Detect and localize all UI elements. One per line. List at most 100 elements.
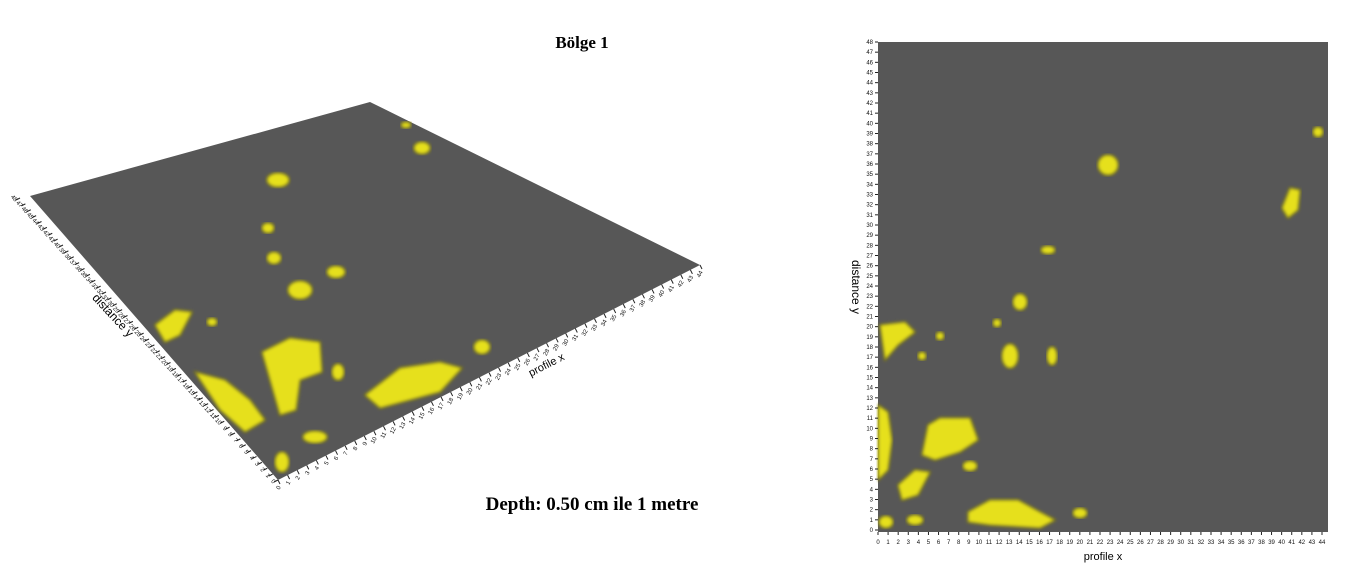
y-tick-label: 27 <box>122 318 131 327</box>
x-tick-label: 30 <box>562 338 571 347</box>
x-tick-label: 29 <box>552 343 561 352</box>
y-tick <box>193 391 198 395</box>
x-tick-label: 14 <box>409 416 418 425</box>
anomaly <box>921 417 979 461</box>
x-tick <box>354 440 358 446</box>
y-tick-label: 3 <box>870 498 874 504</box>
y-tick-label: 35 <box>79 271 88 280</box>
x-tick <box>478 377 482 382</box>
x-tick <box>594 318 597 323</box>
x-tick <box>689 269 693 275</box>
y-tick-label: 23 <box>866 294 873 300</box>
y-tick-label: 34 <box>84 277 93 286</box>
anomaly <box>897 469 932 501</box>
y-tick <box>139 332 144 336</box>
x-tick-label: 13 <box>1006 540 1013 546</box>
y-tick-label: 0 <box>870 528 874 534</box>
y-tick <box>69 256 74 260</box>
y-tick-label: 1 <box>264 473 271 480</box>
x-tick <box>373 430 377 436</box>
right-x-label: profile x <box>1084 551 1123 563</box>
anomaly <box>473 339 491 355</box>
title: Bölge 1 <box>555 33 608 52</box>
x-tick <box>536 347 540 353</box>
x-tick-label: 18 <box>1056 540 1063 546</box>
x-tick <box>440 396 444 402</box>
y-tick-label: 32 <box>95 288 104 297</box>
anomaly <box>302 430 328 444</box>
x-tick-label: 1 <box>285 480 292 486</box>
y-tick-label: 39 <box>57 247 66 256</box>
x-tick-label: 5 <box>324 460 331 466</box>
x-tick-label: 42 <box>677 279 686 288</box>
y-tick <box>263 467 268 471</box>
y-tick <box>91 279 96 283</box>
y-tick-label: 48 <box>9 194 18 203</box>
x-tick-label: 44 <box>1319 540 1326 546</box>
anomaly <box>154 309 194 343</box>
x-tick <box>315 460 319 465</box>
x-tick-label: 31 <box>1187 540 1194 546</box>
y-tick-label: 31 <box>100 294 109 303</box>
y-tick <box>112 303 117 307</box>
y-tick-label: 28 <box>116 312 125 321</box>
x-tick-label: 33 <box>591 323 600 332</box>
y-tick <box>26 209 31 213</box>
y-tick-label: 41 <box>866 111 873 117</box>
anomaly <box>331 363 345 381</box>
x-tick-label: 40 <box>658 289 667 298</box>
y-tick-label: 43 <box>866 91 873 97</box>
x-tick-label: 23 <box>1107 540 1114 546</box>
anomaly <box>1072 507 1088 519</box>
y-tick-label: 22 <box>149 347 158 356</box>
x-tick <box>661 284 665 289</box>
y-tick <box>209 409 214 412</box>
y-tick-label: 5 <box>242 449 249 456</box>
y-tick <box>15 197 21 201</box>
y-tick-label: 33 <box>90 283 99 292</box>
x-tick-label: 35 <box>1228 540 1235 546</box>
x-tick <box>546 342 549 348</box>
y-tick-label: 22 <box>866 304 873 310</box>
x-tick-label: 21 <box>1087 540 1094 546</box>
anomaly <box>1001 343 1019 369</box>
x-tick-label: 2 <box>897 540 901 546</box>
x-tick-label: 0 <box>876 540 880 546</box>
y-tick <box>225 426 230 430</box>
y-tick-label: 20 <box>866 325 873 331</box>
y-tick <box>42 226 48 230</box>
x-tick <box>306 465 310 470</box>
y-tick-label: 39 <box>866 132 873 138</box>
y-tick-label: 26 <box>127 324 136 333</box>
y-tick-label: 27 <box>866 254 873 260</box>
x-tick-label: 11 <box>380 431 389 440</box>
caption: Depth: 0.50 cm ile 1 metre <box>486 494 699 515</box>
y-tick <box>246 450 252 454</box>
y-tick <box>214 414 220 418</box>
y-tick-label: 16 <box>181 382 190 391</box>
x-tick <box>402 416 406 421</box>
x-tick <box>565 333 569 338</box>
y-tick-label: 40 <box>866 121 873 127</box>
y-tick-label: 7 <box>232 438 239 445</box>
anomaly <box>266 251 282 265</box>
y-tick-label: 34 <box>866 182 873 188</box>
surface-3d <box>30 102 700 480</box>
x-tick-label: 6 <box>333 455 340 461</box>
x-tick-label: 28 <box>1157 540 1164 546</box>
y-tick-label: 12 <box>866 406 873 412</box>
y-tick-label: 37 <box>68 259 77 268</box>
anomaly <box>1012 293 1028 311</box>
y-tick-label: 44 <box>866 81 873 87</box>
y-tick-label: 38 <box>866 142 873 148</box>
y-tick <box>53 238 58 242</box>
x-tick-label: 22 <box>485 377 494 386</box>
y-tick-label: 18 <box>170 371 179 380</box>
y-tick <box>187 385 193 389</box>
x-tick-label: 37 <box>629 304 638 313</box>
y-tick-label: 29 <box>866 233 873 239</box>
anomaly <box>967 499 1057 529</box>
y-tick <box>96 285 101 289</box>
y-tick-label: 26 <box>866 264 873 270</box>
